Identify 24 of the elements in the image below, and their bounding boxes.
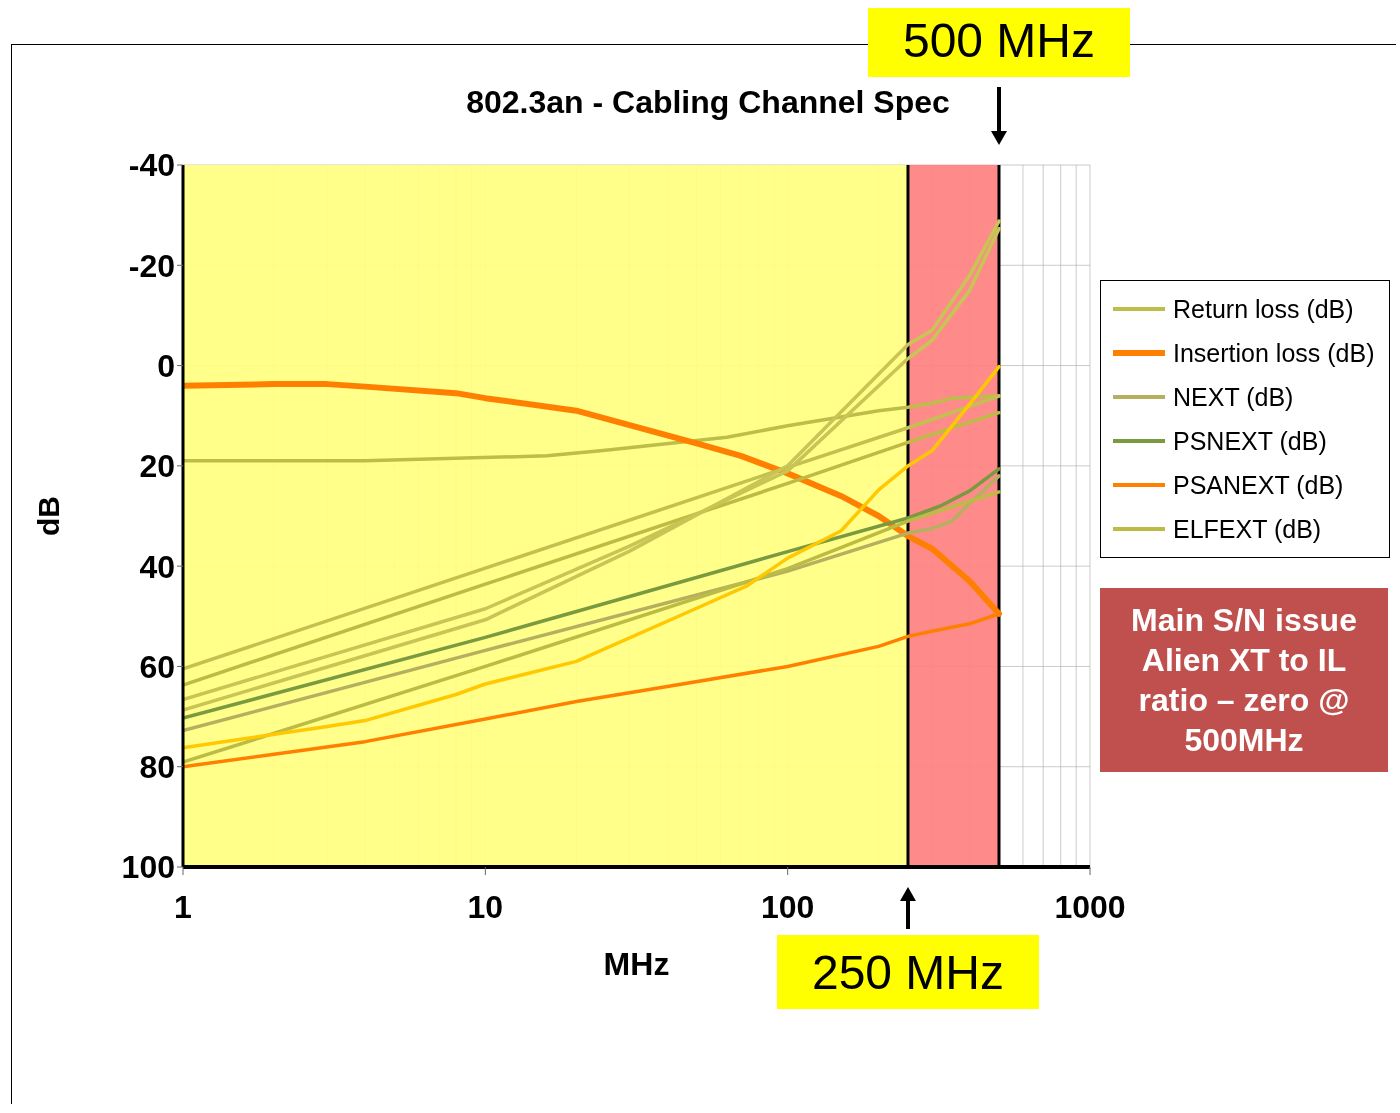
x-tick-label: 100 [760,888,815,925]
legend-label: PSANEXT (dB) [1173,470,1344,500]
legend-label: Insertion loss (dB) [1173,338,1375,368]
y-tick-label: 100 [121,849,175,886]
text: Main S/N issue Alien XT to IL ratio – zero @ 500MHz [1100,588,1388,772]
x-tick-label: 1 [174,888,192,925]
ref-line-label: 250 MHz [811,946,1005,999]
legend-label: Return loss (dB) [1173,294,1354,324]
x-tick-label: 1000 [1054,888,1126,925]
y-tick-label: 80 [139,749,175,786]
y-tick-label: 0 [157,347,175,384]
chart-title: 802.3an - Cabling Channel Spec [465,84,951,121]
y-tick-label: -40 [128,147,175,184]
y-tick-label: 40 [139,548,175,585]
legend-label: ELFEXT (dB) [1173,514,1322,544]
y-tick-label: 60 [139,648,175,685]
legend-label: NEXT (dB) [1173,382,1294,412]
legend-label: PSNEXT (dB) [1173,426,1327,456]
y-tick-label: -20 [128,247,175,284]
x-axis-title: MHz [603,946,670,982]
y-tick-label: 20 [139,448,175,485]
ref-line-label: 500 MHz [902,14,1096,67]
y-axis-title: dB [31,496,65,536]
x-tick-label: 10 [467,888,504,925]
